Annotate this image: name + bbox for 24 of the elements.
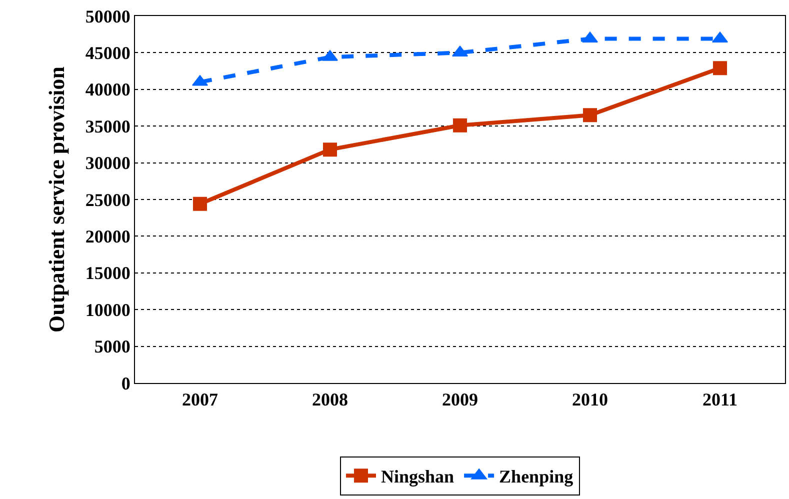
y-axis-title: Outpatient service provision	[44, 66, 70, 333]
y-tick-label: 0	[121, 373, 130, 394]
x-tick-label: 2008	[312, 390, 348, 410]
y-tick-label: 35000	[85, 116, 130, 136]
y-tick-label: 15000	[85, 263, 130, 284]
y-tick-label: 20000	[85, 226, 130, 246]
y-tick-label: 10000	[85, 300, 130, 320]
y-tick-label: 45000	[85, 43, 130, 63]
legend-label: Zhenping	[499, 466, 574, 487]
point	[323, 142, 337, 157]
y-tick-label: 5000	[94, 336, 130, 357]
y-tick-label: 30000	[85, 153, 130, 174]
x-tick-label: 2009	[442, 390, 478, 410]
legend-label: Ningshan	[381, 466, 454, 487]
y-tick-label: 40000	[85, 80, 130, 100]
point	[453, 118, 467, 132]
point	[193, 196, 207, 211]
point	[583, 108, 597, 122]
point	[713, 61, 727, 76]
y-tick-label: 50000	[85, 6, 130, 26]
x-tick-label: 2007	[182, 390, 218, 410]
y-tick-label: 25000	[85, 190, 130, 210]
x-tick-label: 2011	[702, 390, 738, 410]
x-tick-label: 2010	[572, 390, 608, 410]
